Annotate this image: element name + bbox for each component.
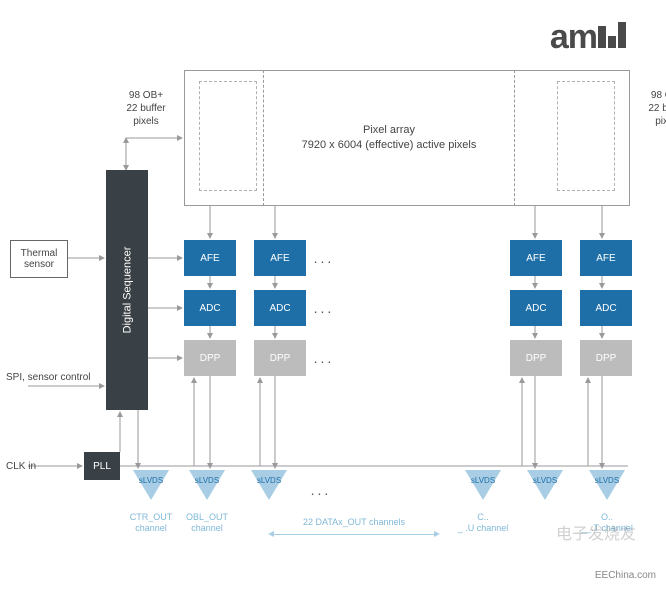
thermal-label: Thermal sensor <box>11 248 67 271</box>
pixel-title: Pixel array <box>363 123 415 138</box>
ellipsis: ... <box>306 350 342 366</box>
logo-text: am <box>550 18 597 56</box>
slvds-col: sLVDS <box>238 470 300 500</box>
slvds-col: sLVDS CTR_OUTchannel <box>126 470 176 534</box>
slvds-label: sLVDS <box>193 476 221 485</box>
ellipsis: ... <box>300 482 342 498</box>
adc-row: ADC ADC ... ADC ADC <box>184 290 632 326</box>
watermark-url: EEChina.com <box>595 570 656 581</box>
block-diagram: 98 OB+22 bufferpixels Pixel array 7920 x… <box>28 70 638 568</box>
logo-bars-icon <box>598 22 634 48</box>
watermark: 电子发烧友 <box>556 520 636 544</box>
slvds-col: sLVDS C.._ .U channel <box>452 470 514 534</box>
pll-label: PLL <box>93 461 111 472</box>
afe-block: AFE <box>580 240 632 276</box>
ch-right-label: C.._ .U channel <box>458 512 509 534</box>
slvds-col: sLVDS OBL_OUTchannel <box>176 470 238 534</box>
ob-left-label: 98 OB+22 bufferpixels <box>111 89 181 128</box>
pll-block: PLL <box>84 452 120 480</box>
adc-block: ADC <box>184 290 236 326</box>
pixel-subtitle: 7920 x 6004 (effective) active pixels <box>302 138 477 153</box>
slvds-label: sLVDS <box>255 476 283 485</box>
obl-out-label: OBL_OUTchannel <box>186 512 228 534</box>
brand-logo: am <box>550 18 634 57</box>
afe-block: AFE <box>254 240 306 276</box>
slvds-label: sLVDS <box>137 476 165 485</box>
slvds-label: sLVDS <box>469 476 497 485</box>
adc-block: ADC <box>580 290 632 326</box>
adc-block: ADC <box>254 290 306 326</box>
ob-dash-right <box>557 81 615 191</box>
datax-label: 22 DATAx_OUT channels <box>284 517 424 527</box>
thermal-sensor-block: Thermal sensor <box>10 240 68 278</box>
dpp-block: DPP <box>580 340 632 376</box>
adc-block: ADC <box>510 290 562 326</box>
ob-left-text: 98 OB+22 bufferpixels <box>126 90 165 127</box>
ctr-out-label: CTR_OUTchannel <box>130 512 173 534</box>
dpp-row: DPP DPP ... DPP DPP <box>184 340 632 376</box>
afe-block: AFE <box>510 240 562 276</box>
spi-label: SPI, sensor control <box>6 372 90 383</box>
slvds-label: sLVDS <box>531 476 559 485</box>
triangle-icon: sLVDS <box>189 470 225 500</box>
clk-label: CLK in <box>6 461 36 472</box>
afe-block: AFE <box>184 240 236 276</box>
ellipsis: ... <box>306 300 342 316</box>
triangle-icon: sLVDS <box>527 470 563 500</box>
digital-sequencer-block: Digital Sequencer <box>106 170 148 410</box>
dpp-block: DPP <box>510 340 562 376</box>
pixel-main: Pixel array 7920 x 6004 (effective) acti… <box>263 70 515 206</box>
datax-arrow-icon <box>274 534 434 535</box>
afe-row: AFE AFE ... AFE AFE <box>184 240 632 276</box>
dpp-block: DPP <box>254 340 306 376</box>
ob-right-text: 98 OB+22 bufferpixels <box>648 90 666 127</box>
triangle-icon: sLVDS <box>589 470 625 500</box>
sequencer-label: Digital Sequencer <box>121 247 133 334</box>
ob-right-label: 98 OB+22 bufferpixels <box>633 89 666 128</box>
slvds-col: sLVDS <box>514 470 576 500</box>
pixel-array-block: 98 OB+22 bufferpixels Pixel array 7920 x… <box>184 70 630 206</box>
triangle-icon: sLVDS <box>133 470 169 500</box>
dpp-block: DPP <box>184 340 236 376</box>
ellipsis: ... <box>306 250 342 266</box>
triangle-icon: sLVDS <box>251 470 287 500</box>
ob-dash-left <box>199 81 257 191</box>
triangle-icon: sLVDS <box>465 470 501 500</box>
slvds-label: sLVDS <box>593 476 621 485</box>
